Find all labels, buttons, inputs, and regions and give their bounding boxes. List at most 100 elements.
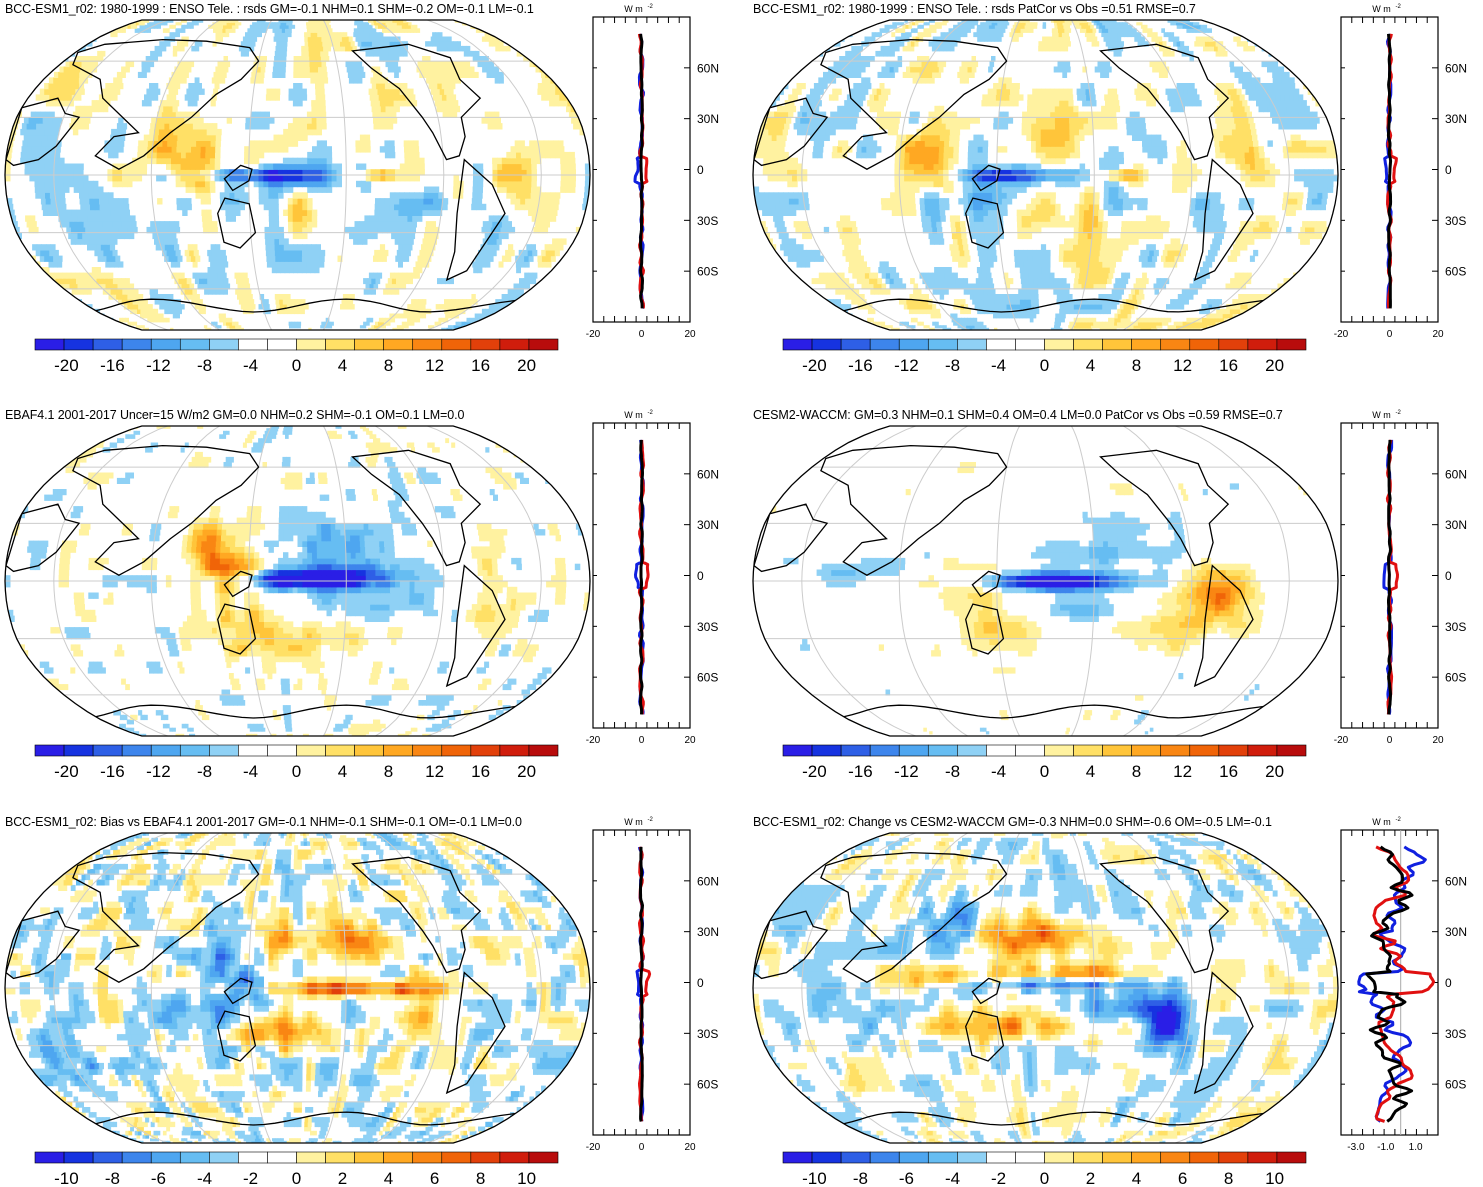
zonal-x-tick-label: 0: [1387, 329, 1393, 340]
lat-tick-label: 30N: [1445, 112, 1467, 126]
colorbar-label: 12: [425, 762, 444, 781]
units-label: W m: [624, 4, 643, 14]
colorbar-label: -4: [945, 1169, 960, 1187]
zonal-x-tick-label: 0: [1387, 735, 1393, 746]
colorbar-box: [927, 1151, 958, 1164]
lat-tick-label: 60N: [1445, 874, 1467, 888]
lat-tick-label: 60N: [697, 467, 719, 481]
zonal-x-tick-label: 20: [1432, 329, 1444, 340]
map-border: [4, 832, 591, 1144]
colorbar-box: [869, 1151, 900, 1164]
colorbar-box: [898, 1151, 929, 1164]
colorbar-label: 20: [1265, 356, 1284, 375]
colorbar-label: -10: [802, 1169, 827, 1187]
colorbar-label: 6: [1178, 1169, 1187, 1187]
colorbar-label: 16: [1219, 356, 1238, 375]
colorbar-label: -12: [146, 356, 171, 375]
colorbar-box: [811, 1151, 842, 1164]
colorbar-box: [986, 1151, 1016, 1164]
colorbar-box: [1276, 338, 1307, 351]
zonal-x-tick-label: 20: [684, 735, 696, 746]
colorbar-label: -8: [853, 1169, 868, 1187]
colorbar-label: 12: [425, 356, 444, 375]
zonal-mean-line: [639, 846, 644, 1122]
map-border: [752, 19, 1339, 331]
colorbar-box: [528, 1151, 559, 1164]
colorbar-label: -16: [100, 762, 125, 781]
colorbar-label: 4: [1086, 356, 1095, 375]
colorbar-label: -20: [802, 762, 827, 781]
colorbar-label: 2: [1086, 1169, 1095, 1187]
zonal-mean-line: [639, 33, 644, 309]
lat-tick-label: 60S: [697, 265, 718, 279]
colorbar-label: -8: [197, 762, 212, 781]
panel-title: BCC-ESM1_r02: 1980-1999 : ENSO Tele. : r…: [5, 2, 534, 16]
panel-title: BCC-ESM1_r02: Change vs CESM2-WACCM GM=-…: [753, 815, 1272, 829]
units-label: W m: [1372, 410, 1391, 420]
map-border: [4, 19, 591, 331]
zonal-mean-line: [639, 439, 644, 715]
map-border: [4, 425, 591, 737]
panel-title: BCC-ESM1_r02: Bias vs EBAF4.1 2001-2017 …: [5, 815, 522, 829]
coastlines: [5, 38, 516, 313]
lat-tick-label: 30S: [1445, 620, 1466, 634]
zonal-x-tick-label: 20: [1432, 735, 1444, 746]
zonal-x-tick-label: 20: [684, 1142, 696, 1153]
colorbar-label: -2: [243, 1169, 258, 1187]
colorbar-label: 16: [471, 762, 490, 781]
colorbar-label: 8: [384, 356, 393, 375]
coastlines: [753, 444, 1264, 719]
colorbar-label: 8: [1132, 356, 1141, 375]
colorbar-label: 4: [338, 356, 347, 375]
colorbar-label: -2: [991, 1169, 1006, 1187]
colorbar-box: [1218, 1151, 1249, 1164]
units-label: W m: [1372, 817, 1391, 827]
colorbar-label: 4: [384, 1169, 393, 1187]
lat-tick-label: 60S: [1445, 265, 1466, 279]
colorbar-label: 8: [384, 762, 393, 781]
colorbar-label: 16: [1219, 762, 1238, 781]
lat-tick-label: 30N: [697, 518, 719, 532]
colorbar-box: [1189, 1151, 1220, 1164]
zonal-x-tick-label: -20: [586, 735, 601, 746]
colorbar-label: -12: [894, 762, 919, 781]
panel-title: CESM2-WACCM: GM=0.3 NHM=0.1 SHM=0.4 OM=0…: [753, 408, 1283, 422]
colorbar-box: [1044, 1151, 1074, 1164]
colorbar-label: -8: [197, 356, 212, 375]
colorbar-label: 8: [1132, 762, 1141, 781]
lat-tick-label: 60S: [1445, 1078, 1466, 1092]
units-label: W m: [1372, 4, 1391, 14]
colorbar-label: 0: [292, 1169, 301, 1187]
colorbar-box: [840, 1151, 871, 1164]
colorbar-label: 12: [1173, 762, 1192, 781]
colorbar-label: 2: [338, 1169, 347, 1187]
colorbar-label: 12: [1173, 356, 1192, 375]
lat-tick-label: 30S: [697, 214, 718, 228]
colorbar-label: 16: [471, 356, 490, 375]
colorbar-box: [528, 338, 559, 351]
colorbar-label: -20: [54, 356, 79, 375]
colorbar-label: 6: [430, 1169, 439, 1187]
coastlines: [5, 444, 516, 719]
colorbar-box: [1276, 744, 1307, 757]
zonal-x-tick-label: 20: [684, 329, 696, 340]
lat-tick-label: 30N: [1445, 518, 1467, 532]
units-exponent: -2: [1396, 817, 1402, 823]
lat-tick-label: 0: [697, 976, 704, 990]
lat-tick-label: 60N: [1445, 61, 1467, 75]
colorbar-label: 0: [1040, 356, 1049, 375]
units-exponent: -2: [648, 410, 654, 416]
lat-tick-label: 60N: [697, 61, 719, 75]
colorbar-label: -6: [151, 1169, 166, 1187]
colorbar-label: 20: [517, 762, 536, 781]
colorbar-label: -4: [197, 1169, 212, 1187]
colorbar-label: -4: [991, 356, 1006, 375]
colorbar-label: -6: [899, 1169, 914, 1187]
colorbar-label: -4: [243, 762, 258, 781]
colorbar-label: -12: [894, 356, 919, 375]
colorbar-label: -16: [100, 356, 125, 375]
lat-tick-label: 30S: [1445, 1027, 1466, 1041]
